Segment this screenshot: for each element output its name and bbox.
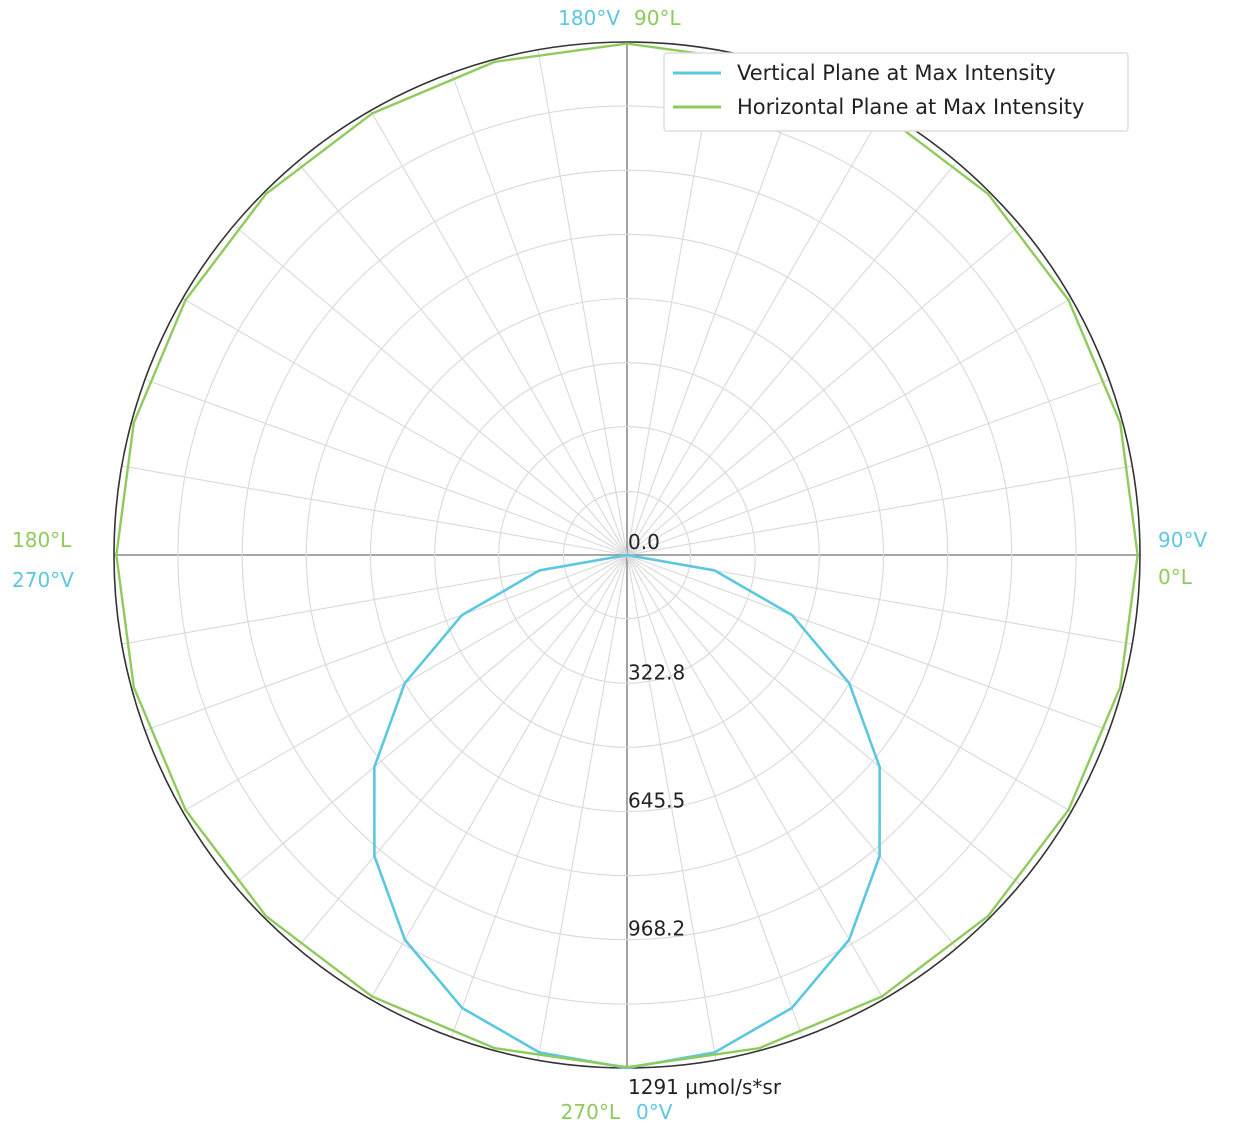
radial-gridline xyxy=(434,362,820,748)
radial-tick-labels: 0.0 322.8 645.5 968.2 1291 µmol/s*sr xyxy=(628,530,782,1099)
grid-layer xyxy=(113,41,1141,1069)
angle-label: 180°L xyxy=(12,528,72,552)
radial-gridline xyxy=(562,490,692,620)
radial-gridline xyxy=(305,233,949,877)
radial-tick-label: 322.8 xyxy=(628,660,685,684)
radial-gridline xyxy=(177,105,1077,1005)
series-line-vertical xyxy=(373,553,881,1070)
radial-gridline xyxy=(498,426,756,684)
radial-tick-label: 1291 µmol/s*sr xyxy=(628,1075,782,1099)
angle-label: 90°V xyxy=(1158,528,1207,552)
angle-label: 0°L xyxy=(1158,565,1193,589)
angle-label: 270°V xyxy=(12,568,74,592)
radial-tick-label: 0.0 xyxy=(628,530,660,554)
legend: Vertical Plane at Max Intensity Horizont… xyxy=(663,52,1129,132)
legend-label-vertical: Vertical Plane at Max Intensity xyxy=(737,61,1056,85)
angle-label: 180°V xyxy=(558,6,620,30)
radial-gridline xyxy=(241,169,1013,941)
legend-box xyxy=(663,52,1129,132)
legend-label-horizontal: Horizontal Plane at Max Intensity xyxy=(737,95,1084,119)
radial-gridline xyxy=(369,297,885,813)
angle-labels: 180°V 90°L 90°V 0°L 180°L 270°V 270°L 0°V xyxy=(12,6,1207,1124)
angle-label: 90°L xyxy=(634,6,681,30)
angle-label: 0°V xyxy=(636,1100,673,1124)
radial-tick-label: 645.5 xyxy=(628,789,685,813)
angle-label: 270°L xyxy=(561,1100,621,1124)
radial-tick-label: 968.2 xyxy=(628,917,685,941)
